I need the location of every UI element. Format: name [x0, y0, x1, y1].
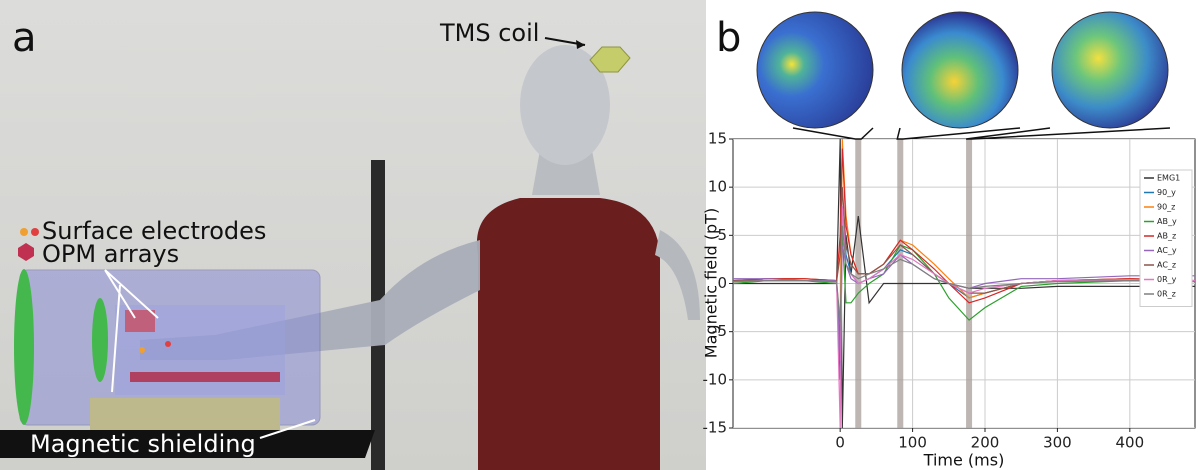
legend-label: AB_y: [1157, 217, 1177, 226]
series-line: [733, 225, 1195, 323]
panel-label: b: [716, 15, 741, 61]
illustration: [0, 0, 706, 470]
y-tick-label: 15: [708, 130, 727, 148]
legend-label: 90_y: [1157, 188, 1176, 197]
legend-label: 0R_z: [1157, 290, 1176, 299]
y-tick-label: 0: [717, 274, 727, 292]
y-tick-label: 5: [717, 226, 727, 244]
y-tick-label: -5: [712, 322, 727, 340]
series-line: [733, 187, 1195, 294]
annotation: OPM arrays: [42, 240, 179, 268]
x-axis-label: Time (ms): [923, 451, 1005, 470]
x-tick-label: 0: [835, 434, 845, 452]
legend-label: AB_z: [1157, 232, 1176, 241]
topomap-connector: [792, 127, 874, 140]
topomaps: [756, 11, 1169, 129]
legend-label: 90_z: [1157, 203, 1175, 212]
y-tick-label: -10: [703, 370, 728, 388]
plot: [733, 139, 1195, 428]
y-axis-label: Magnetic field (pT): [702, 208, 721, 358]
x-tick-label: 300: [1043, 434, 1072, 452]
highlight-band: [966, 139, 973, 428]
x-tick-label: 100: [898, 434, 927, 452]
x-tick-label: 400: [1116, 434, 1145, 452]
topomap-connector: [896, 127, 1021, 140]
legend-label: EMG1: [1157, 174, 1180, 183]
annotation: TMS coil: [439, 19, 539, 47]
legend-label: 0R_y: [1157, 275, 1177, 284]
topomap-connector: [965, 127, 1171, 140]
legend-label: AC_y: [1157, 246, 1177, 255]
panel-label: a: [12, 15, 37, 61]
legend-label: AC_z: [1157, 261, 1176, 270]
annotation: Surface electrodes: [42, 217, 266, 245]
y-tick-label: 10: [708, 178, 727, 196]
y-tick-label: -15: [703, 419, 728, 437]
x-tick-label: 200: [971, 434, 1000, 452]
annotation: Magnetic shielding: [30, 430, 256, 458]
